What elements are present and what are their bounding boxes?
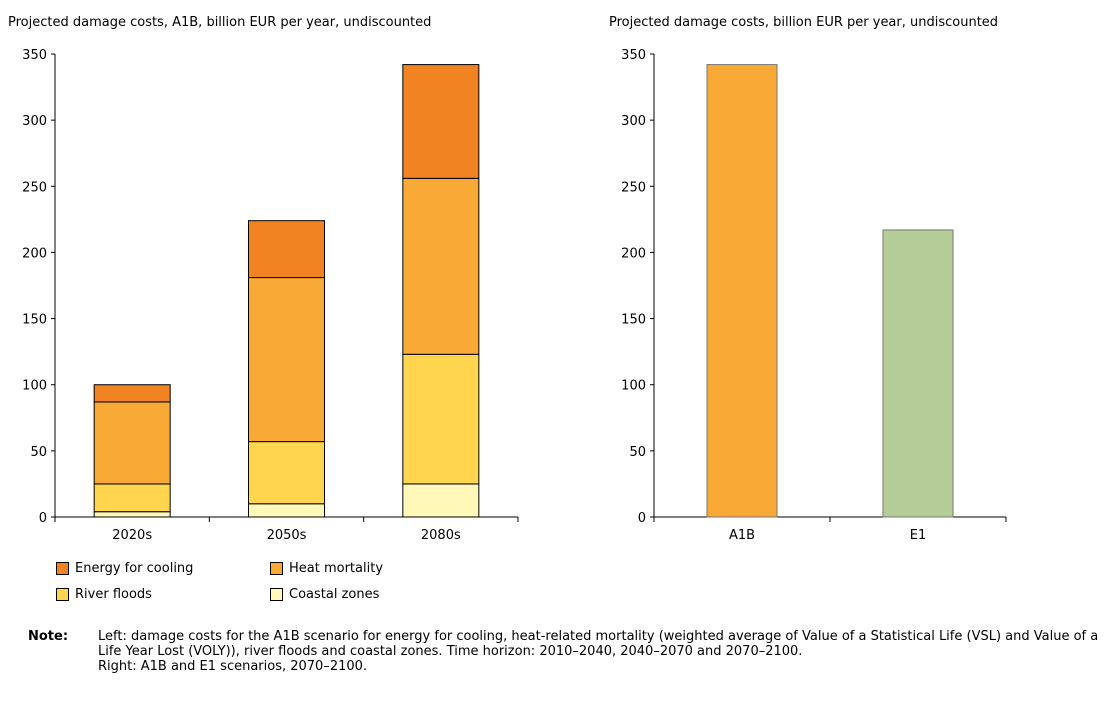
legend-label-heat-mortality: Heat mortality <box>289 561 383 576</box>
bar-a1b <box>707 65 777 517</box>
bar-2020s-heat-mortality <box>94 402 170 484</box>
right-y-tick-label: 350 <box>621 48 646 63</box>
left-chart-title: Projected damage costs, A1B, billion EUR… <box>8 15 431 30</box>
right-y-tick-label: 50 <box>629 445 646 460</box>
right-y-tick-label: 150 <box>621 313 646 328</box>
right-chart-title: Projected damage costs, billion EUR per … <box>609 15 998 30</box>
legend-label-river-floods: River floods <box>75 587 152 602</box>
note-label: Note: <box>28 629 68 644</box>
bar-e1 <box>883 230 953 517</box>
right-x-tick-label-e1: E1 <box>910 528 927 543</box>
bar-2080s-energy-for-cooling <box>403 65 479 179</box>
bar-2020s-energy-for-cooling <box>94 385 170 402</box>
left-x-tick-label-2050s: 2050s <box>267 528 307 543</box>
legend-item-energy-for-cooling: Energy for cooling <box>56 561 193 576</box>
left-y-tick-label: 50 <box>30 445 47 460</box>
right-y-tick-label: 0 <box>638 511 646 526</box>
right-x-tick-label-a1b: A1B <box>729 528 755 543</box>
chart-canvas: Projected damage costs, A1B, billion EUR… <box>0 0 1117 555</box>
left-y-tick-label: 150 <box>22 313 47 328</box>
right-y-tick-label: 250 <box>621 180 646 195</box>
note-text: Left: damage costs for the A1B scenario … <box>98 629 1108 674</box>
legend-swatch-heat-mortality <box>270 562 283 575</box>
bar-2050s-coastal-zones <box>249 504 325 517</box>
left-y-tick-label: 300 <box>22 114 47 129</box>
legend-item-coastal-zones: Coastal zones <box>270 587 379 602</box>
left-x-tick-label-2020s: 2020s <box>112 528 152 543</box>
legend-swatch-river-floods <box>56 588 69 601</box>
bar-2080s-heat-mortality <box>403 178 479 354</box>
bar-2050s-river-floods <box>249 442 325 504</box>
bar-2020s-coastal-zones <box>94 512 170 517</box>
left-stacked-bar-chart: 0 50 100 150 200 250 300 350 2020s 2050s 2080s <box>22 48 518 543</box>
right-bar-chart: 0 50 100 150 200 250 300 350 A1B E1 <box>621 48 1006 543</box>
legend-label-energy-for-cooling: Energy for cooling <box>75 561 193 576</box>
left-y-tick-label: 250 <box>22 180 47 195</box>
bar-2080s-coastal-zones <box>403 484 479 517</box>
right-y-tick-label: 200 <box>621 246 646 261</box>
left-y-tick-label: 100 <box>22 379 47 394</box>
left-y-tick-label: 350 <box>22 48 47 63</box>
legend-label-coastal-zones: Coastal zones <box>289 587 379 602</box>
bar-2050s-energy-for-cooling <box>249 221 325 278</box>
bar-2050s-heat-mortality <box>249 278 325 442</box>
right-y-tick-label: 100 <box>621 379 646 394</box>
bar-2020s-river-floods <box>94 484 170 512</box>
legend-item-river-floods: River floods <box>56 587 152 602</box>
right-y-tick-label: 300 <box>621 114 646 129</box>
left-x-tick-label-2080s: 2080s <box>421 528 461 543</box>
note-line-right: Right: A1B and E1 scenarios, 2070–2100. <box>98 659 1108 674</box>
note-line-left: Left: damage costs for the A1B scenario … <box>98 629 1108 659</box>
left-y-tick-label: 200 <box>22 246 47 261</box>
bar-2080s-river-floods <box>403 354 479 484</box>
left-y-tick-label: 0 <box>39 511 47 526</box>
legend-item-heat-mortality: Heat mortality <box>270 561 383 576</box>
legend-swatch-energy-for-cooling <box>56 562 69 575</box>
legend-swatch-coastal-zones <box>270 588 283 601</box>
